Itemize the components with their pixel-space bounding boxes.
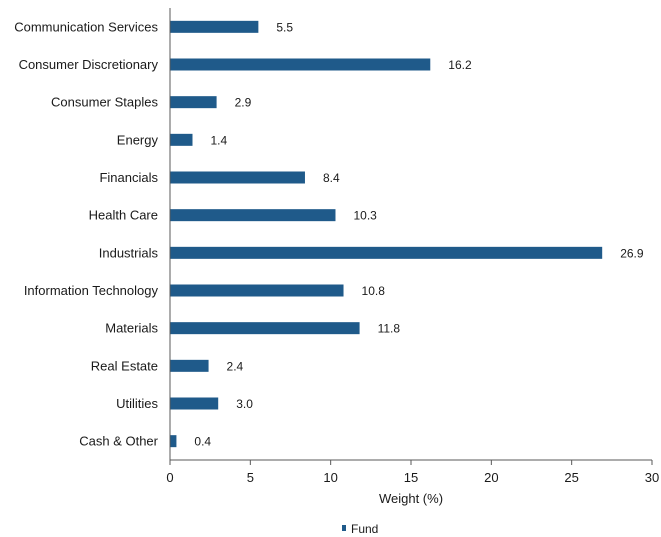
x-tick-label-25: 25 [564,470,578,485]
category-label-cash-and-other: Cash & Other [79,434,158,449]
value-label-consumer-discretionary: 16.2 [448,58,472,72]
value-label-utilities: 3.0 [236,397,253,411]
bar-utilities [170,397,219,410]
bar-consumer-discretionary [170,58,431,71]
category-label-real-estate: Real Estate [91,358,158,373]
value-labels: 5.5 16.2 2.9 1.4 8.4 10.3 26.9 10.8 11.8 2.4 3.0 0.… [194,20,643,448]
x-axis [169,8,652,461]
category-label-financials: Financials [99,170,158,185]
x-tick-label-15: 15 [404,470,418,485]
value-label-consumer-staples: 2.9 [235,96,252,110]
x-tick-label-0: 0 [166,470,173,485]
category-label-materials: Materials [105,321,158,336]
category-label-utilities: Utilities [116,396,158,411]
category-label-industrials: Industrials [99,245,159,260]
bar-health-care [170,209,336,222]
value-label-energy: 1.4 [210,133,227,147]
value-label-financials: 8.4 [323,171,340,185]
value-label-real-estate: 2.4 [227,359,244,373]
category-labels: Communication Services Consumer Discretio… [14,19,158,448]
value-label-cash-and-other: 0.4 [194,435,211,449]
x-tick-label-30: 30 [645,470,659,485]
x-tick-label-20: 20 [484,470,498,485]
bars-layer [170,20,603,448]
value-label-materials: 11.8 [378,322,401,336]
x-axis-title: Weight (%) [379,491,443,506]
x-tick-label-5: 5 [247,470,254,485]
category-label-communication-services: Communication Services [14,19,158,34]
bar-industrials [170,246,603,259]
bar-information-technology [170,284,344,297]
bar-communication-services [170,20,259,33]
bar-financials [170,171,305,184]
bar-consumer-staples [170,96,217,109]
x-tick-label-10: 10 [323,470,337,485]
bar-real-estate [170,359,209,372]
category-label-consumer-discretionary: Consumer Discretionary [19,57,159,72]
category-label-consumer-staples: Consumer Staples [51,95,158,110]
legend-label-fund: Fund [351,522,378,536]
value-label-information-technology: 10.8 [362,284,386,298]
bar-materials [170,322,360,335]
legend: Fund [342,522,378,536]
bar-cash-and-other [170,435,177,448]
value-label-communication-services: 5.5 [276,20,293,34]
x-ticks: 0 5 10 15 20 25 30 [166,460,659,485]
category-label-energy: Energy [117,132,159,147]
category-label-information-technology: Information Technology [24,283,159,298]
value-label-industrials: 26.9 [620,246,644,260]
value-label-health-care: 10.3 [353,209,377,223]
category-label-health-care: Health Care [89,208,158,223]
bar-energy [170,133,193,146]
legend-swatch-fund [342,525,346,531]
